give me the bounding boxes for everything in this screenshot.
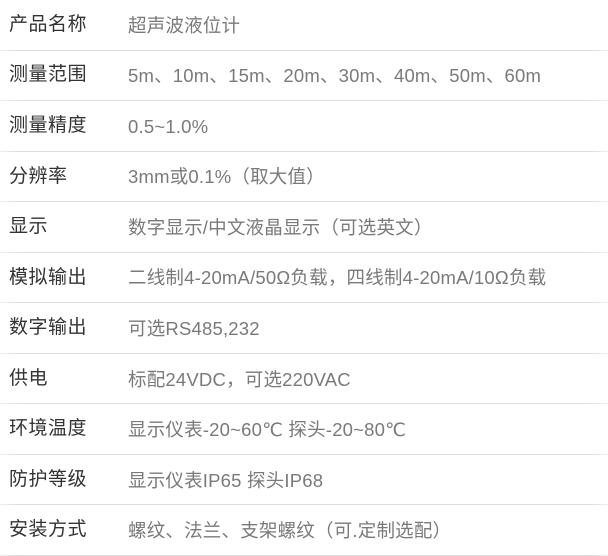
table-row: 供电 标配24VDC，可选220VAC [0,354,608,405]
table-row: 环境温度 显示仪表-20~60℃ 探头-20~80℃ [0,404,608,455]
spec-value: 显示仪表IP65 探头IP68 [128,469,324,491]
spec-value: 显示仪表-20~60℃ 探头-20~80℃ [128,419,407,441]
spec-value: 3mm或0.1%（取大值） [128,166,325,188]
spec-value: 二线制4-20mA/50Ω负载，四线制4-20mA/10Ω负载 [128,267,547,289]
table-row: 防护等级 显示仪表IP65 探头IP68 [0,455,608,506]
spec-label: 测量精度 [9,114,88,136]
table-row: 数字输出 可选RS485,232 [0,303,608,354]
spec-value: 可选RS485,232 [128,317,260,339]
spec-value: 超声波液位计 [128,14,241,36]
spec-label: 显示 [9,216,49,238]
table-row: 显示 数字显示/中文液晶显示（可选英文） [0,202,608,253]
table-row: 分辨率 3mm或0.1%（取大值） [0,152,608,203]
spec-value: 0.5~1.0% [128,115,209,137]
spec-label: 模拟输出 [9,266,88,288]
spec-label: 产品名称 [9,13,88,35]
spec-value: 5m、10m、15m、20m、30m、40m、50m、60m [128,65,542,87]
table-row: 测量范围 5m、10m、15m、20m、30m、40m、50m、60m [0,51,608,102]
spec-value: 螺纹、法兰、支架螺纹（可.定制选配） [128,520,452,542]
spec-label: 防护等级 [9,468,88,490]
spec-label: 数字输出 [9,317,88,339]
spec-value: 标配24VDC，可选220VAC [128,368,351,390]
table-row: 安装方式 螺纹、法兰、支架螺纹（可.定制选配） [0,505,608,556]
spec-label: 环境温度 [9,418,88,440]
spec-label: 安装方式 [9,519,88,541]
spec-value: 数字显示/中文液晶显示（可选英文） [128,216,433,238]
spec-label: 测量范围 [9,64,88,86]
spec-label: 供电 [9,367,49,389]
table-row: 测量精度 0.5~1.0% [0,101,608,152]
spec-label: 分辨率 [9,165,68,187]
table-row: 产品名称 超声波液位计 [0,0,608,51]
table-row: 模拟输出 二线制4-20mA/50Ω负载，四线制4-20mA/10Ω负载 [0,253,608,304]
